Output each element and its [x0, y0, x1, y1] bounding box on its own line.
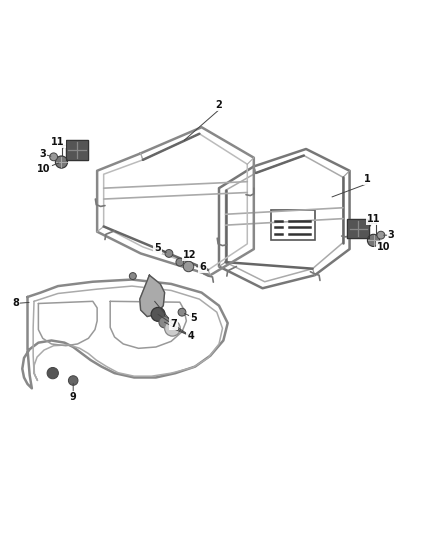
- Text: 5: 5: [191, 313, 197, 323]
- Circle shape: [165, 249, 173, 257]
- Text: 10: 10: [37, 164, 51, 174]
- Text: 4: 4: [187, 331, 194, 341]
- Text: 3: 3: [39, 149, 46, 159]
- Polygon shape: [140, 275, 165, 317]
- Bar: [271, 210, 315, 240]
- Circle shape: [151, 308, 165, 321]
- Text: 11: 11: [51, 138, 65, 148]
- Text: 9: 9: [70, 392, 77, 402]
- Circle shape: [178, 308, 186, 316]
- Polygon shape: [347, 220, 369, 238]
- Text: 8: 8: [12, 298, 19, 309]
- Circle shape: [377, 231, 385, 239]
- Text: 10: 10: [377, 242, 390, 252]
- Circle shape: [159, 317, 170, 328]
- Circle shape: [47, 367, 58, 379]
- Text: 2: 2: [215, 100, 223, 110]
- Circle shape: [68, 376, 78, 385]
- Text: 11: 11: [367, 214, 380, 224]
- Text: 5: 5: [154, 243, 161, 253]
- Circle shape: [55, 156, 67, 168]
- Circle shape: [367, 235, 380, 246]
- Circle shape: [129, 272, 136, 279]
- Text: 3: 3: [388, 230, 394, 240]
- Circle shape: [49, 153, 57, 161]
- Text: 7: 7: [170, 319, 177, 329]
- Circle shape: [184, 261, 194, 272]
- Circle shape: [176, 258, 184, 266]
- Text: 6: 6: [199, 262, 206, 272]
- Polygon shape: [66, 140, 88, 160]
- Text: 1: 1: [364, 174, 371, 184]
- Text: 12: 12: [183, 250, 196, 260]
- Circle shape: [165, 320, 180, 336]
